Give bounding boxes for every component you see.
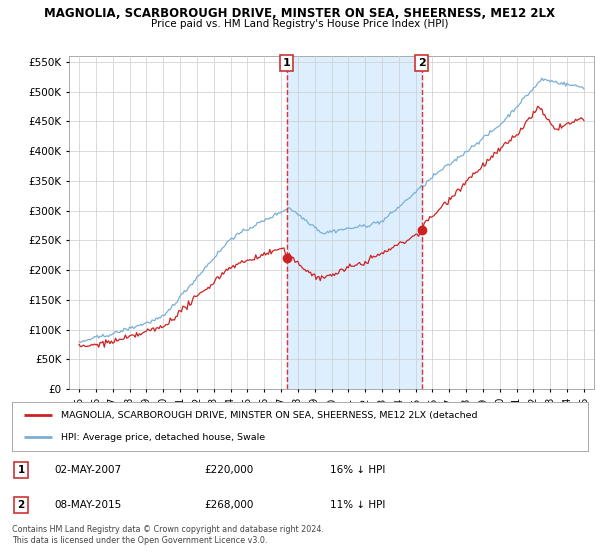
Text: MAGNOLIA, SCARBOROUGH DRIVE, MINSTER ON SEA, SHEERNESS, ME12 2LX (detached: MAGNOLIA, SCARBOROUGH DRIVE, MINSTER ON …: [61, 411, 478, 420]
Text: 02-MAY-2007: 02-MAY-2007: [54, 465, 121, 475]
Text: 16% ↓ HPI: 16% ↓ HPI: [330, 465, 385, 475]
Text: 08-MAY-2015: 08-MAY-2015: [54, 500, 121, 510]
Text: 11% ↓ HPI: 11% ↓ HPI: [330, 500, 385, 510]
Text: Contains HM Land Registry data © Crown copyright and database right 2024.
This d: Contains HM Land Registry data © Crown c…: [12, 525, 324, 545]
Text: HPI: Average price, detached house, Swale: HPI: Average price, detached house, Swal…: [61, 432, 265, 441]
Text: 2: 2: [418, 58, 425, 68]
Text: 1: 1: [283, 58, 290, 68]
Text: Price paid vs. HM Land Registry's House Price Index (HPI): Price paid vs. HM Land Registry's House …: [151, 19, 449, 29]
Text: £220,000: £220,000: [204, 465, 253, 475]
Text: £268,000: £268,000: [204, 500, 253, 510]
Text: 1: 1: [17, 465, 25, 475]
Bar: [287, 56, 422, 389]
Text: 2: 2: [17, 500, 25, 510]
Text: MAGNOLIA, SCARBOROUGH DRIVE, MINSTER ON SEA, SHEERNESS, ME12 2LX: MAGNOLIA, SCARBOROUGH DRIVE, MINSTER ON …: [44, 7, 556, 20]
